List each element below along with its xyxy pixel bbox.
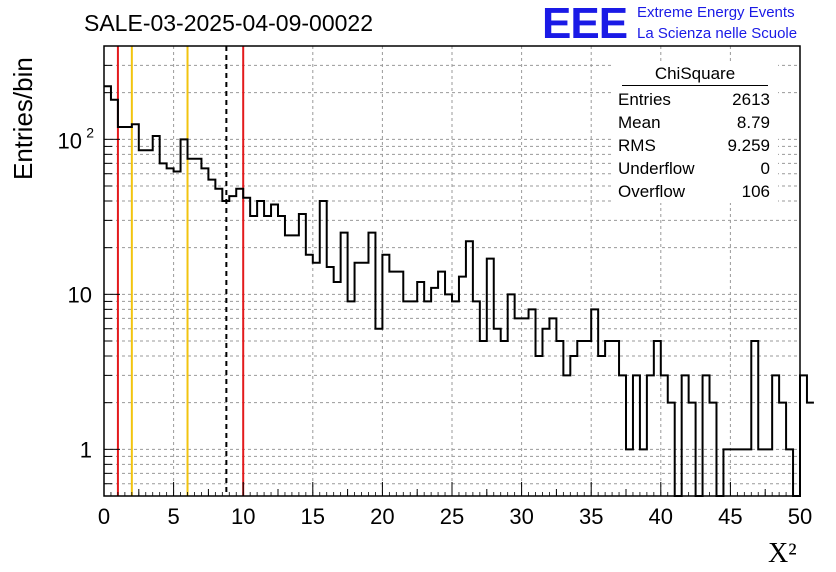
stats-label: Mean <box>618 113 661 132</box>
stats-value: 106 <box>741 182 770 201</box>
y-tick-label: 1 <box>80 437 92 462</box>
stats-label: Overflow <box>618 182 686 201</box>
x-tick-label: 10 <box>231 504 255 529</box>
stats-value: 0 <box>760 159 770 178</box>
stats-label: Underflow <box>618 159 695 178</box>
x-tick-label: 25 <box>440 504 464 529</box>
x-axis-label: X² <box>768 538 797 569</box>
stats-row: Mean 8.79 <box>612 111 778 134</box>
histogram-series <box>104 85 814 497</box>
y-tick-label: 10 <box>68 282 92 307</box>
stats-row: Underflow 0 <box>612 157 778 180</box>
stats-value: 9.259 <box>727 136 770 155</box>
stats-label: Entries <box>618 90 671 109</box>
x-tick-label: 35 <box>579 504 603 529</box>
stats-box: ChiSquare Entries 2613 Mean 8.79 RMS 9.259 … <box>612 64 778 203</box>
stats-row: Entries 2613 <box>612 88 778 111</box>
x-tick-label: 0 <box>98 504 110 529</box>
logo-subtitle-2: La Scienza nelle Scuole <box>637 25 798 42</box>
histogram-title: SALE-03-2025-04-09-00022 <box>84 10 373 36</box>
plot-frame <box>103 45 801 497</box>
y-tick-label-exponent: 2 <box>86 124 94 140</box>
stats-row: Overflow 106 <box>612 180 778 203</box>
stats-value: 8.79 <box>736 113 770 132</box>
stats-row: RMS 9.259 <box>612 134 778 157</box>
stats-title: ChiSquare <box>622 64 768 86</box>
stats-label: RMS <box>618 136 656 155</box>
x-tick-label: 20 <box>370 504 394 529</box>
stats-value: 2613 <box>732 90 770 109</box>
x-tick-label: 45 <box>718 504 742 529</box>
x-tick-label: 40 <box>649 504 673 529</box>
y-tick-label: 10 <box>58 128 82 153</box>
y-axis-label: Entries/bin <box>8 57 38 180</box>
x-tick-label: 5 <box>167 504 179 529</box>
x-tick-label: 30 <box>509 504 533 529</box>
logo-subtitle-1: Extreme Energy Events <box>637 4 795 21</box>
x-tick-label: 50 <box>788 504 812 529</box>
eee-logo: EEE <box>542 0 628 48</box>
x-tick-label: 15 <box>301 504 325 529</box>
